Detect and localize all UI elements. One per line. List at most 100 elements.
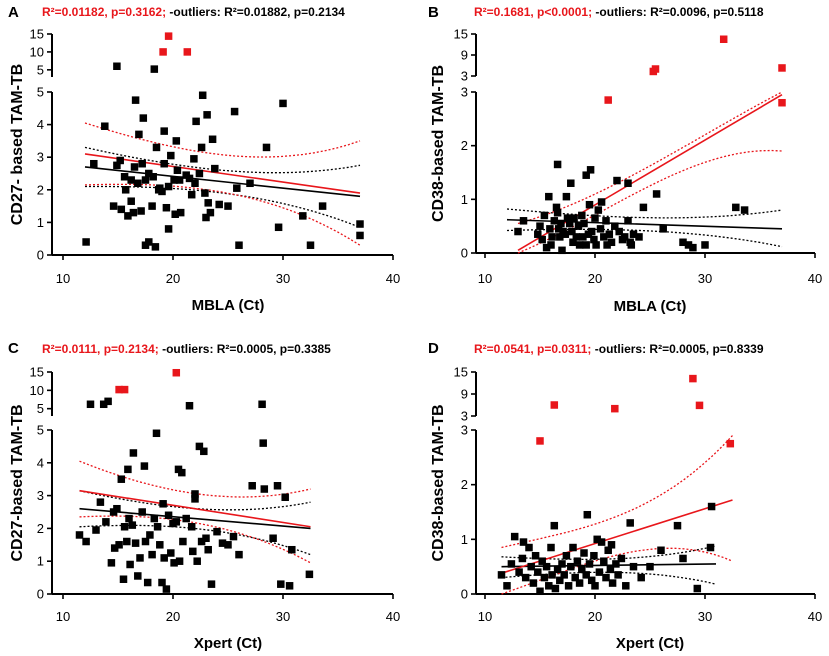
data-point: [497, 571, 506, 579]
outlier-point: [611, 404, 619, 413]
x-tick-label: 30: [276, 271, 290, 286]
data-point: [356, 220, 364, 228]
data-point: [224, 541, 232, 549]
data-point: [585, 200, 594, 209]
data-point: [145, 238, 153, 246]
data-point: [259, 439, 267, 447]
data-point: [525, 543, 533, 552]
data-point: [235, 550, 243, 559]
data-point: [140, 462, 149, 470]
data-point: [159, 500, 167, 508]
data-point: [679, 554, 687, 563]
data-point: [96, 498, 105, 506]
data-point: [279, 99, 287, 108]
data-point: [211, 164, 219, 173]
data-point: [208, 135, 217, 144]
data-point: [258, 400, 266, 409]
data-point: [129, 449, 138, 457]
data-point: [637, 573, 645, 582]
data-point: [285, 582, 294, 590]
data-point: [578, 211, 586, 220]
data-point: [531, 551, 540, 560]
data-point: [548, 571, 556, 579]
outlier-point: [604, 96, 612, 104]
data-point: [600, 233, 608, 241]
y-tick-label-upper: 9: [461, 387, 468, 402]
data-point: [193, 557, 201, 565]
y-tick-label-upper: 5: [37, 62, 44, 77]
y-tick-label: 0: [37, 248, 44, 263]
data-point: [568, 227, 576, 236]
outlier-point: [550, 401, 559, 409]
data-point: [587, 576, 596, 585]
data-point: [115, 541, 123, 549]
y-tick-label: 1: [37, 215, 44, 230]
data-point: [591, 582, 599, 590]
data-point: [130, 163, 139, 171]
data-point: [172, 518, 181, 526]
data-point: [82, 537, 90, 546]
outlier-point: [651, 65, 660, 73]
data-point: [560, 571, 568, 579]
outlier-point: [689, 374, 697, 383]
y-axis-label: CD27-based TAM-TB: [9, 404, 26, 561]
data-point: [148, 550, 156, 559]
data-point: [554, 225, 563, 233]
panel-d: D R²=0.0541, p=0.0311; -outliers: R²=0.00…: [428, 340, 822, 652]
data-point: [579, 233, 587, 241]
data-point: [141, 176, 150, 184]
data-point: [145, 169, 153, 178]
data-point: [198, 91, 207, 100]
y-tick-label-upper: 3: [461, 409, 468, 424]
data-point: [124, 465, 132, 474]
data-point: [269, 534, 277, 542]
outlier-point: [172, 368, 181, 377]
data-point: [617, 554, 626, 563]
data-point: [131, 539, 140, 547]
data-point: [152, 429, 161, 438]
data-point: [135, 130, 143, 139]
data-point: [558, 246, 566, 255]
data-point: [547, 543, 555, 552]
x-tick-label: 20: [166, 609, 180, 624]
y-tick-label-upper: 5: [37, 401, 44, 416]
stats-all-outliers: R²=0.0541, p=0.0311;: [474, 342, 591, 356]
x-tick-label: 20: [588, 271, 602, 286]
data-point: [99, 400, 108, 409]
data-point: [611, 222, 619, 230]
x-tick-label: 30: [276, 609, 290, 624]
x-axis-label: MBLA (Ct): [614, 298, 687, 315]
data-point: [553, 565, 562, 574]
data-point: [622, 582, 630, 590]
y-tick-label: 0: [37, 587, 44, 602]
x-tick-label: 20: [588, 609, 602, 624]
data-point: [107, 559, 116, 567]
data-point: [230, 107, 239, 116]
data-point: [150, 65, 159, 73]
data-point: [299, 212, 307, 220]
data-point: [167, 151, 175, 160]
data-point: [540, 573, 549, 582]
data-point: [171, 210, 179, 218]
data-point: [596, 225, 605, 233]
data-point: [587, 227, 596, 236]
data-point: [602, 573, 610, 582]
data-point: [248, 482, 256, 490]
data-point: [136, 554, 144, 562]
data-point: [565, 219, 574, 228]
data-point: [627, 241, 636, 249]
data-point: [574, 222, 583, 230]
data-point: [529, 579, 538, 587]
data-point: [515, 568, 523, 576]
panel-b: B R²=0.1681, p<0.0001; -outliers: R²=0.00…: [428, 4, 822, 315]
data-point: [573, 557, 582, 565]
x-axis-label: Xpert (Ct): [194, 635, 262, 652]
data-point: [137, 207, 145, 215]
y-tick-label: 0: [461, 587, 468, 602]
data-point: [187, 523, 196, 531]
data-point: [569, 238, 577, 247]
data-point: [562, 551, 571, 560]
data-point: [172, 137, 181, 145]
data-point: [246, 179, 254, 188]
